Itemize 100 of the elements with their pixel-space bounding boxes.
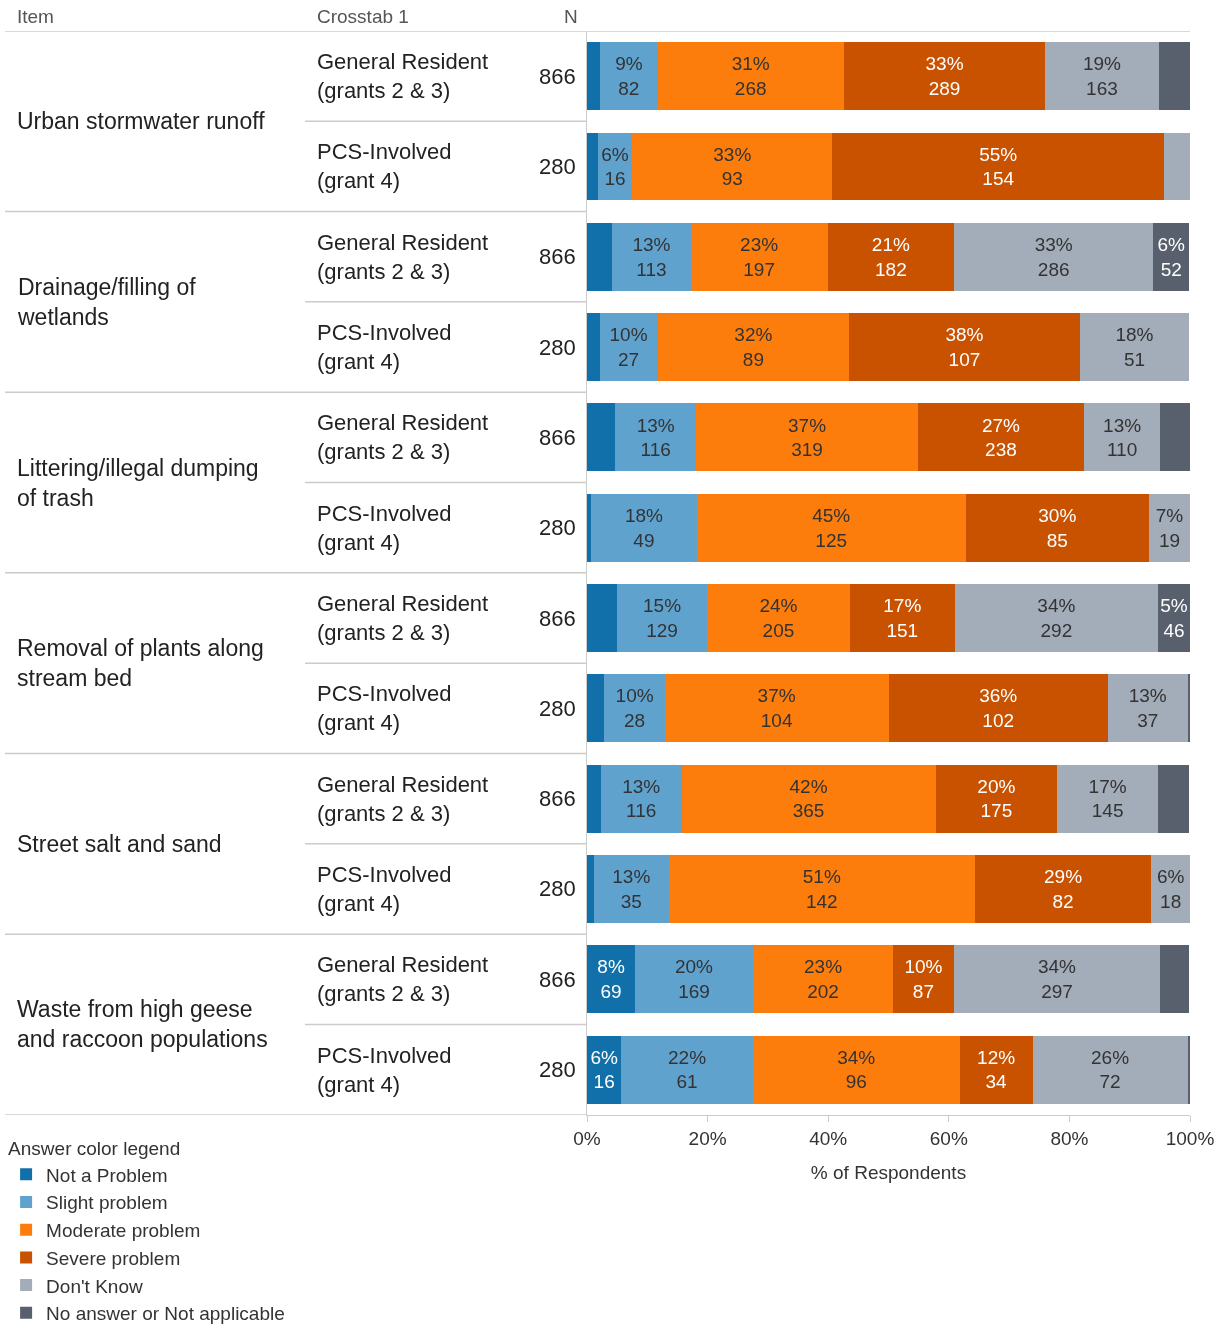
text: 280 (539, 515, 576, 540)
bar (849, 313, 1080, 381)
text: Crosstab 1 (317, 6, 409, 27)
y-tick-label: PCS-Involved (grant 4) (317, 1043, 452, 1097)
data-label: 34% 96 (837, 1046, 876, 1093)
data-label: 24% 205 (759, 595, 798, 641)
bar (1160, 945, 1190, 1014)
legend-label: Not a Problem (46, 1164, 168, 1186)
text: 866 (539, 244, 576, 269)
bar (612, 222, 691, 291)
text: 866 (539, 967, 576, 992)
text: Waste from high geese and raccoon populations (17, 996, 268, 1052)
bar (690, 222, 828, 291)
bar (587, 222, 613, 291)
data-label: 8% 69 (597, 956, 625, 1003)
data-label: 21% 182 (871, 233, 910, 280)
bar (954, 584, 1159, 652)
text: Littering/illegal dumping of trash (17, 455, 259, 511)
bar (664, 674, 889, 743)
data-label: 6% 52 (1157, 233, 1186, 280)
legend-label: Moderate problem (46, 1220, 201, 1242)
data-label: 19% 163 (1082, 53, 1122, 99)
x-tick-label: 40% (809, 1127, 848, 1149)
data-label: 34% 297 (1037, 956, 1077, 1003)
bar (1164, 132, 1190, 201)
text: Item (17, 6, 54, 27)
bar (587, 584, 618, 652)
bar (918, 403, 1084, 472)
y-tick-label: PCS-Involved (grant 4) (317, 862, 452, 916)
data-label: 13% 116 (622, 775, 661, 822)
data-label: 13% 113 (632, 233, 671, 280)
data-label: 29% 82 (1044, 866, 1083, 912)
bar (1158, 42, 1190, 110)
data-label: 17% 151 (883, 595, 922, 641)
bar (587, 493, 592, 562)
bar (591, 493, 697, 562)
data-label: 33% 289 (925, 53, 964, 99)
data-label: 30% 85 (1038, 504, 1077, 551)
data-label: 13% 110 (1103, 414, 1142, 461)
bar (669, 855, 975, 923)
y-tick-label: General Resident (grants 2 & 3) (317, 49, 489, 103)
data-label: 10% 87 (904, 956, 943, 1003)
text: N (564, 6, 578, 27)
x-tick-label: 60% (929, 1127, 968, 1149)
data-label: 45% 125 (812, 504, 851, 551)
data-label: 9% 82 (615, 53, 643, 99)
data-label: 7% 19 (1155, 504, 1184, 551)
data-label: 51% 142 (802, 866, 841, 912)
data-label: 36% 102 (979, 685, 1018, 732)
data-label: 33% 93 (713, 143, 752, 190)
text: 866 (539, 786, 576, 811)
bar (657, 42, 844, 110)
bar (954, 222, 1154, 291)
y-tick-label: General Resident (grants 2 & 3) (317, 591, 489, 645)
bar (707, 584, 850, 652)
data-label: 32% 89 (734, 324, 773, 370)
y-tick-label: PCS-Involved (grant 4) (317, 320, 452, 374)
bar (1079, 313, 1190, 381)
data-label: 13% 116 (636, 414, 675, 461)
data-label: 23% 202 (804, 956, 843, 1003)
data-label: 13% 37 (1128, 685, 1167, 732)
text: Urban stormwater runoff (17, 108, 266, 134)
bar (587, 132, 598, 201)
y-tick-label: PCS-Involved (grant 4) (317, 501, 452, 555)
text: 280 (539, 335, 576, 360)
bar (849, 584, 955, 652)
bar (893, 945, 954, 1014)
data-label: 10% 27 (609, 324, 648, 370)
y-tick-label: General Resident (grants 2 & 3) (317, 230, 489, 284)
data-label: 6% 16 (601, 143, 629, 190)
data-label: 31% 268 (731, 53, 770, 99)
text: Drainage/filling of wetlands (17, 274, 197, 330)
data-label: 13% 35 (612, 866, 651, 912)
bar (696, 403, 919, 472)
bar (1083, 403, 1161, 472)
text: Removal of plants along stream bed (17, 635, 264, 691)
bar (593, 855, 670, 923)
data-label: 18% 49 (624, 504, 664, 551)
text: 280 (539, 876, 576, 901)
bar (635, 945, 753, 1014)
text: 280 (539, 154, 576, 179)
legend-title: Answer color legend (8, 1138, 181, 1160)
text: Street salt and sand (17, 831, 222, 857)
data-label: 55% 154 (979, 143, 1018, 190)
data-label: 37% 319 (788, 414, 827, 461)
bar (1057, 764, 1159, 833)
bar (1032, 1035, 1188, 1104)
y-tick-label: General Resident (grants 2 & 3) (317, 952, 489, 1006)
bar (615, 403, 697, 472)
bar (657, 313, 850, 381)
bar (681, 764, 936, 833)
x-axis-title: % of Respondents (810, 1162, 967, 1184)
y-tick-label: General Resident (grants 2 & 3) (317, 410, 489, 464)
bar (953, 945, 1161, 1014)
bar (965, 493, 1149, 562)
bar (696, 493, 966, 562)
bar (832, 132, 1165, 201)
bar (959, 1035, 1033, 1104)
x-tick-label: 80% (1050, 1127, 1089, 1149)
data-label: 5% 46 (1160, 595, 1188, 641)
